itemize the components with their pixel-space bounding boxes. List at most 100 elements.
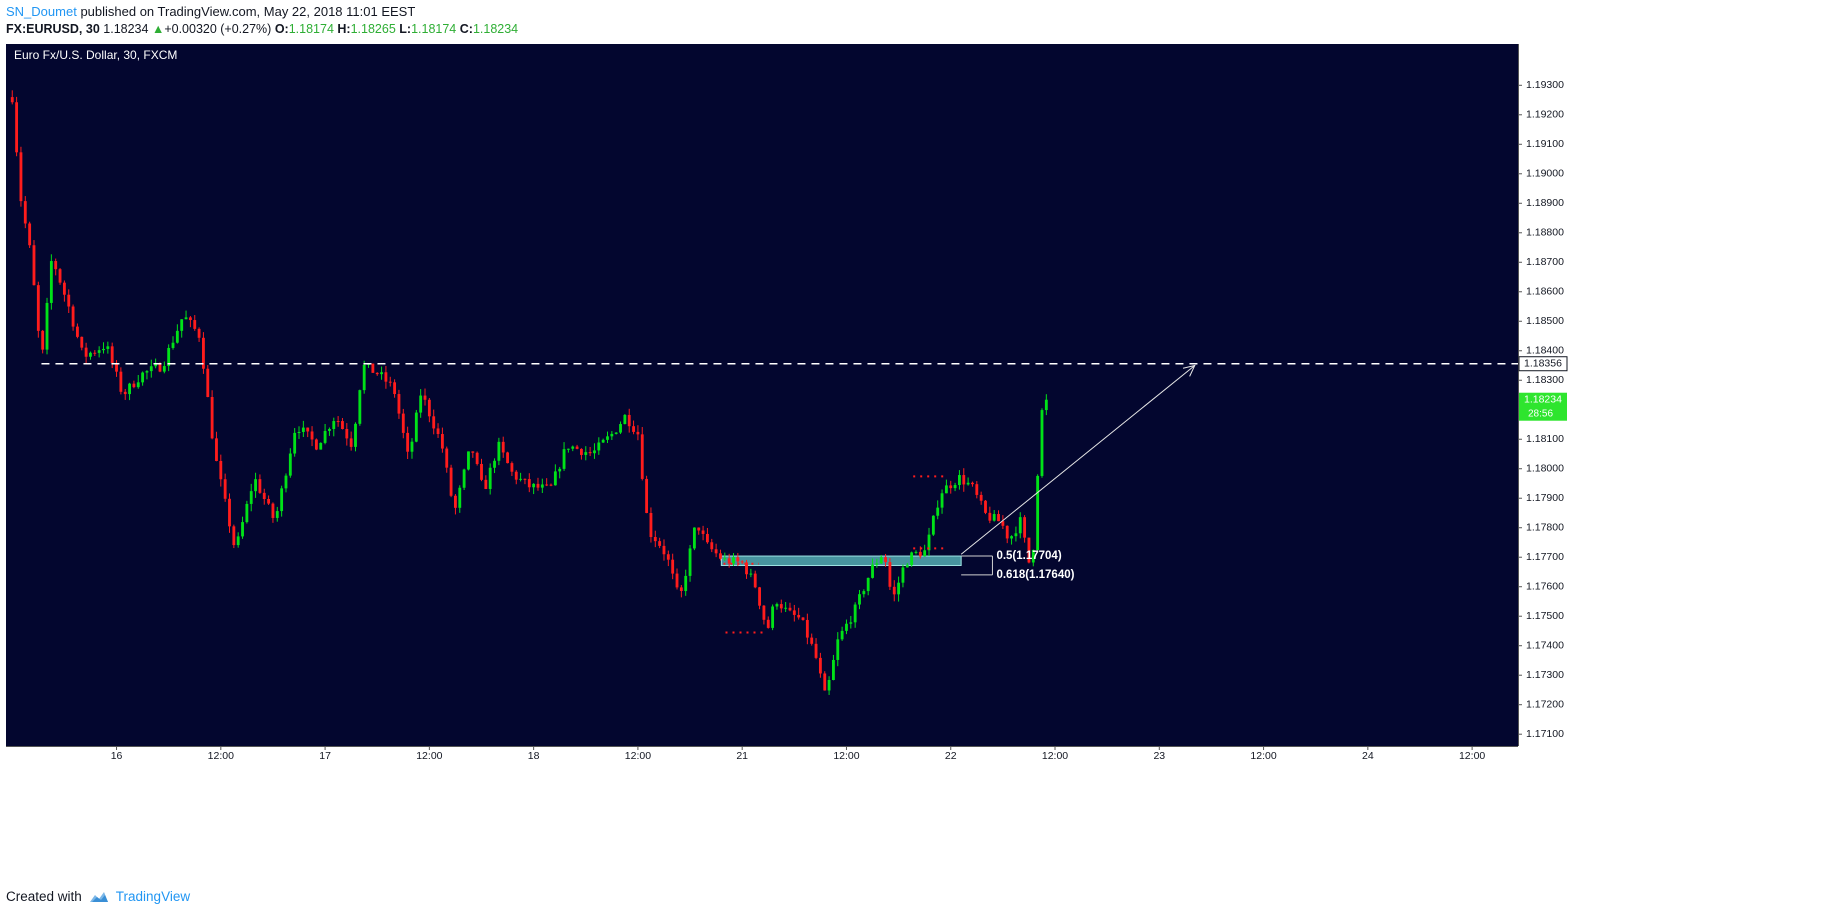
x-tick-label: 12:00	[208, 750, 234, 762]
x-tick-label: 12:00	[1250, 750, 1276, 762]
candle-body	[949, 485, 953, 489]
candle-body	[384, 372, 388, 382]
candle-body	[341, 421, 344, 430]
price-chart[interactable]: 0.5(1.17704) 0.618(1.17640) 1.19300 1.1920…	[6, 44, 1818, 880]
candle-body	[89, 352, 92, 357]
candle-body	[175, 330, 179, 343]
candle-body	[610, 433, 614, 437]
header-bar: SN_Doumet published on TradingView.com, …	[0, 0, 1824, 44]
candle-body	[401, 413, 405, 433]
high-label: H:	[337, 22, 351, 36]
candle-body	[393, 382, 397, 395]
candle-body	[232, 526, 236, 546]
candle-body	[215, 438, 218, 461]
candle-body	[228, 498, 231, 527]
candle-body	[675, 573, 679, 588]
candle-body	[354, 423, 357, 447]
candle-body	[536, 483, 540, 488]
candle-body	[102, 348, 105, 351]
candle-body	[480, 463, 483, 480]
candle-body	[962, 475, 966, 485]
candle-body	[71, 306, 75, 327]
candle-body	[314, 439, 318, 450]
candle-body	[892, 586, 896, 595]
candle-body	[36, 285, 40, 331]
chart-container[interactable]: 0.5(1.17704) 0.618(1.17640) 1.19300 1.1920…	[6, 44, 1818, 880]
y-tick-label: 1.19000	[1526, 168, 1564, 180]
candle-body	[649, 512, 653, 538]
candle-body	[936, 507, 940, 516]
candle-body	[345, 429, 349, 439]
candle-body	[597, 442, 601, 451]
candle-body	[49, 261, 53, 303]
candle-body	[1010, 536, 1013, 539]
candle-body	[328, 428, 331, 431]
candle-body	[332, 421, 336, 429]
candle-body	[280, 488, 284, 512]
candle-body	[154, 364, 158, 367]
candle-body	[245, 503, 249, 523]
candle-body	[636, 431, 640, 435]
author-link[interactable]: SN_Doumet	[6, 4, 77, 19]
candle-body	[849, 622, 853, 624]
projection-arrow-line[interactable]	[960, 365, 1196, 555]
candle-body	[753, 573, 757, 588]
candle-body	[540, 484, 544, 488]
candle-body	[549, 484, 553, 486]
projection-arrowhead	[1182, 364, 1196, 377]
candle-body	[775, 604, 779, 607]
candle-body	[254, 479, 257, 492]
candle-body	[975, 484, 979, 495]
candle-body	[931, 515, 935, 535]
candle-body	[640, 434, 644, 479]
candle-body	[862, 591, 866, 595]
candle-body	[293, 432, 297, 454]
tradingview-link[interactable]: TradingView	[115, 889, 191, 904]
candle-body	[493, 460, 496, 468]
candle-body	[323, 430, 327, 443]
open-value: 1.18174	[288, 22, 334, 36]
demand-zone[interactable]	[720, 555, 962, 566]
candle-body	[1031, 549, 1035, 563]
candle-body	[258, 479, 262, 493]
candle-body	[436, 428, 440, 435]
candle-body	[858, 594, 861, 605]
candle-body	[966, 482, 970, 485]
candle-body	[1023, 517, 1027, 538]
candle-body	[241, 522, 244, 537]
candle-body	[727, 558, 731, 564]
candle-body	[558, 468, 562, 472]
candle-body	[545, 484, 549, 486]
candle-body	[992, 514, 996, 521]
candle-body	[562, 449, 566, 469]
candle-body	[380, 372, 383, 375]
candle-body	[784, 607, 788, 609]
candle-body	[349, 438, 353, 447]
candle-body	[710, 542, 714, 550]
y-tick-label: 1.17900	[1526, 492, 1564, 504]
x-tick-label: 24	[1362, 750, 1374, 762]
candle-body	[632, 426, 635, 432]
y-tick-label: 1.17300	[1526, 669, 1564, 681]
candle-body	[145, 371, 149, 373]
x-tick-label: 21	[736, 750, 748, 762]
last-price-label: 1.18234	[1524, 394, 1562, 406]
x-tick-label: 12:00	[1459, 750, 1485, 762]
y-tick-label: 1.18900	[1526, 197, 1564, 209]
low-label: L:	[399, 22, 412, 36]
candle-body	[206, 368, 210, 398]
candle-body	[171, 342, 175, 348]
candle-body	[875, 563, 879, 565]
x-tick-label: 16	[111, 750, 123, 762]
y-tick-label: 1.18600	[1526, 286, 1564, 298]
candle-body	[475, 452, 479, 464]
open-label: O:	[274, 22, 289, 36]
candle-body	[779, 604, 783, 609]
candle-body	[275, 511, 279, 518]
candle-body	[454, 495, 457, 508]
candle-body	[388, 381, 392, 383]
candle-body	[732, 557, 735, 564]
candle-body	[523, 478, 527, 480]
candle-body	[623, 414, 627, 425]
candle-body	[745, 562, 748, 575]
